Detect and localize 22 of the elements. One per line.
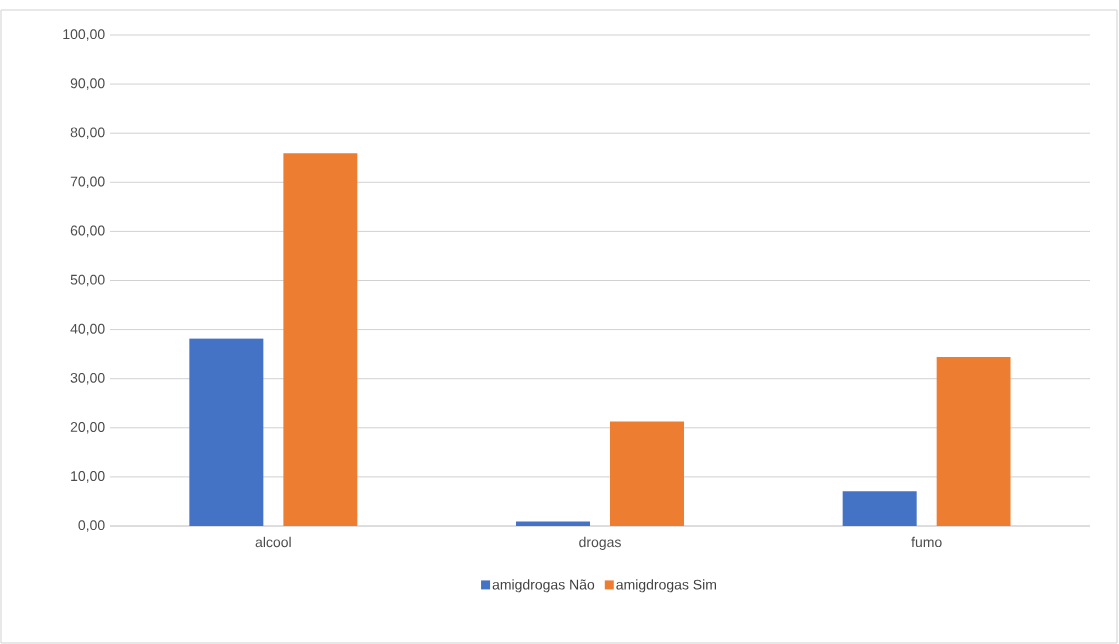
- y-tick-label: 70,00: [70, 176, 105, 189]
- x-tick-label: fumo: [911, 536, 942, 548]
- y-tick-label: 50,00: [70, 274, 105, 287]
- y-tick-label: 90,00: [70, 78, 105, 90]
- legend-label: amigdrogas Não: [492, 579, 595, 593]
- y-tick-label: 30,00: [70, 372, 105, 385]
- bar: [516, 521, 590, 526]
- y-tick-label: 80,00: [70, 127, 105, 139]
- y-tick-label: 60,00: [70, 225, 105, 238]
- y-tick-label: 0,00: [78, 520, 105, 532]
- y-tick-label: 20,00: [70, 421, 105, 434]
- bar: [283, 153, 358, 526]
- bar: [610, 421, 685, 526]
- x-tick-label: alcool: [255, 536, 291, 548]
- bar: [189, 338, 264, 526]
- y-tick-label: 100,00: [63, 29, 105, 41]
- bar: [842, 491, 917, 526]
- x-tick-label: drogas: [579, 536, 621, 550]
- y-tick-label: 10,00: [71, 471, 105, 483]
- y-tick-label: 40,00: [70, 323, 105, 336]
- legend-label: amigdrogas Sim: [616, 579, 716, 593]
- bar: [936, 357, 1011, 526]
